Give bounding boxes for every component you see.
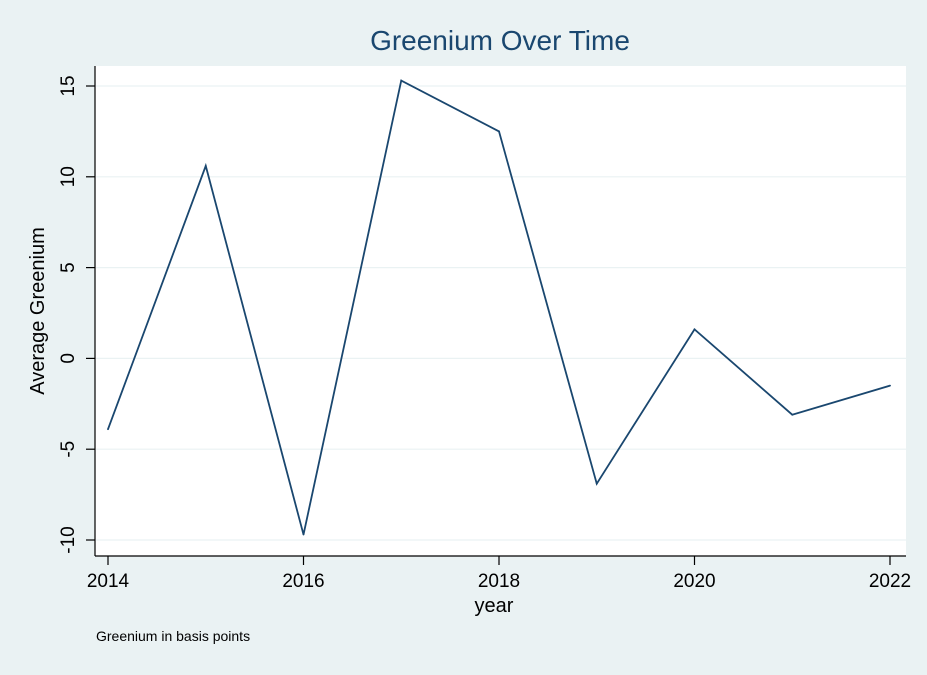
y-tick-label: -5 (58, 441, 79, 458)
y-tick-label: 5 (58, 262, 79, 273)
data-point (498, 130, 500, 133)
x-tick-label: 2014 (87, 571, 130, 592)
data-point (204, 165, 207, 167)
x-tick-label: 2018 (478, 571, 520, 592)
chart-title: Greenium Over Time (370, 25, 630, 56)
y-tick-label: 15 (58, 75, 79, 96)
x-tick-label: 2022 (869, 571, 911, 592)
data-point (107, 428, 109, 431)
data-point (791, 413, 794, 416)
y-tick-label: 0 (58, 353, 79, 364)
x-axis-label: year (475, 595, 514, 617)
y-tick-label: 10 (58, 166, 79, 187)
chart-note: Greenium in basis points (96, 628, 250, 644)
y-axis-label: Average Greenium (27, 227, 49, 395)
x-tick-label: 2020 (673, 571, 715, 592)
data-point (400, 79, 403, 82)
y-tick-label: -10 (58, 526, 79, 553)
data-point (693, 328, 696, 331)
data-point (595, 482, 598, 485)
data-point (302, 533, 305, 536)
axes: -10 -5 0 5 10 15 2014 2016 2018 2020 2022 (58, 66, 911, 592)
gridlines (96, 85, 906, 541)
series-layer (107, 79, 891, 536)
x-tick-label: 2016 (282, 571, 324, 592)
data-point (889, 384, 891, 387)
plot-area (95, 66, 906, 556)
